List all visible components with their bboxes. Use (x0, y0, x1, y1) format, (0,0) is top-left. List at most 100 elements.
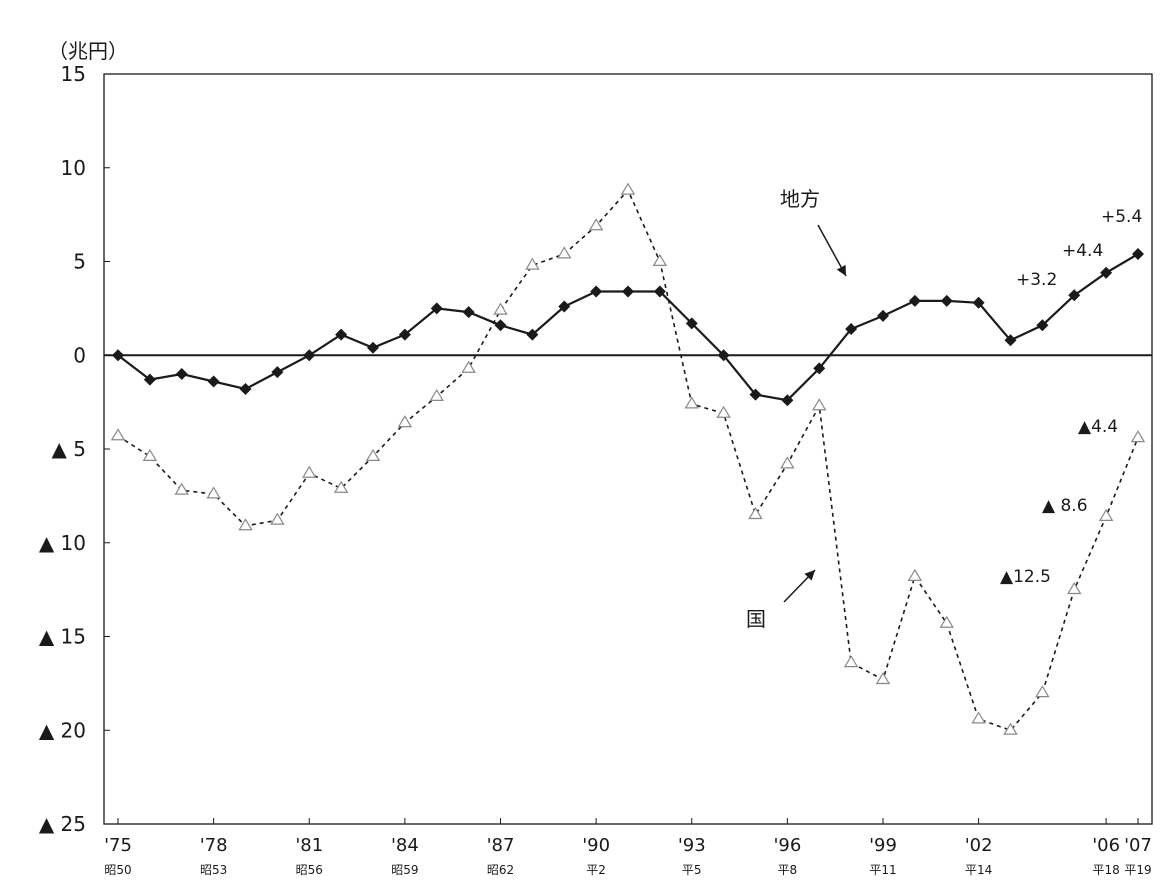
data-point-triangle (812, 398, 827, 411)
data-point-diamond (940, 294, 953, 307)
data-point-triangle (684, 396, 699, 409)
data-point-diamond (653, 285, 666, 298)
data-point-diamond (845, 323, 858, 335)
data-point-triangle (365, 448, 381, 461)
series-local (112, 248, 1144, 407)
x-axis-ticks: '75 昭50 '78 昭53 '81 昭56 '84 昭59 '87 昭62 '90 平2 '93 平5… (104, 818, 1152, 877)
data-point-triangle (971, 711, 986, 724)
y-tick-label: ▲ 25 (39, 812, 86, 836)
x-tick-label: '81 (295, 835, 323, 856)
series-national (110, 182, 1146, 735)
data-point-triangle (1067, 581, 1082, 595)
x-tick-sublabel: 平14 (965, 863, 992, 877)
data-point-triangle (1130, 430, 1146, 443)
data-point-triangle (716, 405, 731, 418)
data-point-diamond (813, 362, 826, 375)
data-point-triangle (1098, 508, 1114, 522)
data-point-triangle (620, 182, 636, 195)
value-annotation: +3.2 (1016, 270, 1057, 290)
y-tick-label: ▲ 15 (39, 625, 86, 649)
y-tick-label: 5 (73, 250, 86, 274)
data-point-triangle (588, 218, 604, 231)
data-point-diamond (972, 296, 985, 309)
series-line (117, 188, 1139, 732)
label-arrow-head (836, 264, 846, 276)
label-arrow-head (804, 570, 815, 581)
x-tick-sublabel: 昭56 (296, 863, 323, 877)
data-point-diamond (112, 349, 124, 362)
data-point-diamond (239, 383, 252, 395)
data-point-diamond (558, 300, 571, 313)
data-point-diamond (877, 309, 889, 322)
data-point-triangle (652, 253, 668, 266)
data-point-diamond (717, 349, 730, 362)
data-point-diamond (590, 285, 603, 298)
x-tick-label: '06 (1092, 835, 1120, 856)
y-unit-label: （兆円） (48, 39, 128, 63)
data-point-triangle (142, 448, 158, 461)
value-annotation: ▲4.4 (1078, 417, 1118, 437)
x-tick-sublabel: 平8 (778, 863, 798, 877)
data-point-diamond (367, 341, 379, 354)
x-tick-label: '78 (200, 835, 228, 856)
y-tick-label: ▲ 5 (52, 437, 86, 461)
data-point-diamond (143, 373, 156, 386)
data-point-diamond (207, 375, 220, 388)
x-tick-label: '93 (678, 835, 706, 856)
x-tick-label: '90 (582, 835, 610, 856)
data-point-diamond (781, 394, 794, 407)
data-point-triangle (461, 360, 476, 373)
data-point-diamond (1132, 248, 1144, 260)
data-point-triangle (333, 480, 349, 493)
data-point-diamond (462, 306, 475, 319)
data-point-triangle (1003, 722, 1018, 735)
series-line (117, 253, 1139, 402)
y-tick-label: 15 (61, 62, 86, 86)
x-tick-sublabel: 昭50 (104, 863, 131, 877)
annotations: +5.4 +4.4+3.2 ▲4.4 ▲ 8.6 ▲12.5 (1000, 207, 1142, 587)
data-point-triangle (270, 512, 285, 525)
x-tick-sublabel: 平18 (1092, 863, 1119, 877)
data-point-triangle (238, 518, 253, 531)
data-point-diamond (398, 328, 411, 341)
x-tick-sublabel: 平5 (682, 863, 702, 877)
data-point-triangle (525, 257, 540, 270)
data-point-diamond (908, 294, 921, 307)
data-point-triangle (557, 246, 572, 259)
y-axis-ticks: 15 10 5 0 ▲ 5 ▲ 10 ▲ 15 ▲ 20 ▲ 25 (39, 62, 110, 836)
data-point-diamond (494, 319, 507, 332)
x-tick-sublabel: 昭62 (487, 863, 514, 877)
data-point-diamond (622, 285, 634, 298)
x-tick-label: '87 (487, 835, 515, 856)
data-point-triangle (206, 486, 221, 499)
data-point-diamond (1068, 289, 1081, 302)
series-label: 国 (746, 607, 766, 631)
data-point-diamond (685, 317, 698, 330)
data-point-triangle (907, 568, 923, 582)
data-point-triangle (875, 671, 891, 685)
x-tick-sublabel: 昭53 (200, 863, 227, 877)
value-annotation: ▲ 8.6 (1042, 496, 1088, 516)
y-tick-label: ▲ 20 (39, 718, 86, 742)
data-point-diamond (303, 349, 316, 362)
x-tick-label: '99 (869, 835, 897, 856)
data-point-diamond (430, 302, 443, 315)
data-point-diamond (335, 328, 348, 341)
data-point-diamond (526, 328, 539, 341)
data-point-triangle (110, 428, 126, 441)
x-tick-label: '02 (965, 835, 993, 856)
y-tick-label: 10 (61, 156, 86, 180)
x-tick-sublabel: 平11 (869, 863, 896, 877)
data-point-triangle (780, 456, 795, 469)
x-tick-label: '07 (1124, 835, 1152, 856)
data-point-triangle (493, 302, 508, 315)
series-labels: 地方国 (746, 187, 847, 631)
x-tick-sublabel: 昭59 (391, 863, 418, 877)
x-tick-label: '84 (391, 835, 419, 856)
series-label: 地方 (780, 187, 820, 211)
series-layer (110, 182, 1146, 735)
value-annotation: ▲12.5 (1000, 567, 1051, 587)
data-point-triangle (939, 615, 954, 628)
data-point-diamond (1036, 319, 1049, 332)
